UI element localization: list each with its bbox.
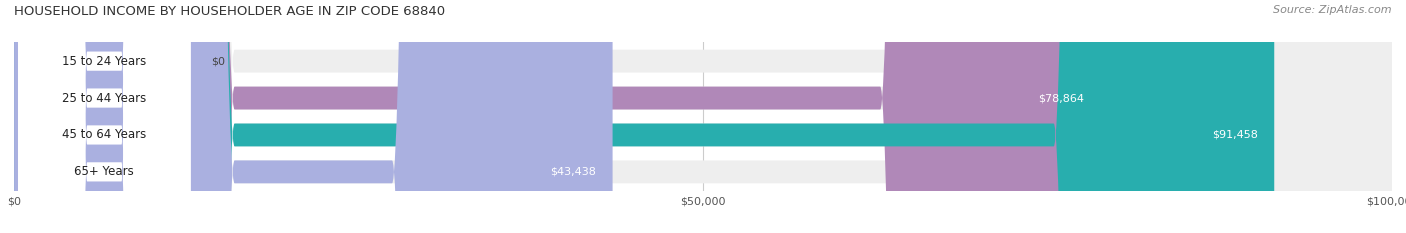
Text: 15 to 24 Years: 15 to 24 Years: [62, 55, 146, 68]
Text: $78,864: $78,864: [1038, 93, 1084, 103]
FancyBboxPatch shape: [14, 0, 1101, 233]
Text: $91,458: $91,458: [1212, 130, 1258, 140]
FancyBboxPatch shape: [14, 0, 613, 233]
FancyBboxPatch shape: [14, 0, 1392, 233]
Text: $43,438: $43,438: [550, 167, 596, 177]
FancyBboxPatch shape: [18, 0, 190, 233]
FancyBboxPatch shape: [18, 0, 190, 233]
Text: HOUSEHOLD INCOME BY HOUSEHOLDER AGE IN ZIP CODE 68840: HOUSEHOLD INCOME BY HOUSEHOLDER AGE IN Z…: [14, 5, 446, 18]
Text: $0: $0: [211, 56, 225, 66]
FancyBboxPatch shape: [18, 0, 190, 233]
Text: 25 to 44 Years: 25 to 44 Years: [62, 92, 146, 105]
Text: Source: ZipAtlas.com: Source: ZipAtlas.com: [1274, 5, 1392, 15]
FancyBboxPatch shape: [14, 0, 1274, 233]
FancyBboxPatch shape: [14, 0, 1392, 233]
Text: 45 to 64 Years: 45 to 64 Years: [62, 128, 146, 141]
FancyBboxPatch shape: [14, 0, 1392, 233]
Text: 65+ Years: 65+ Years: [75, 165, 134, 178]
FancyBboxPatch shape: [18, 0, 190, 233]
FancyBboxPatch shape: [14, 0, 1392, 233]
